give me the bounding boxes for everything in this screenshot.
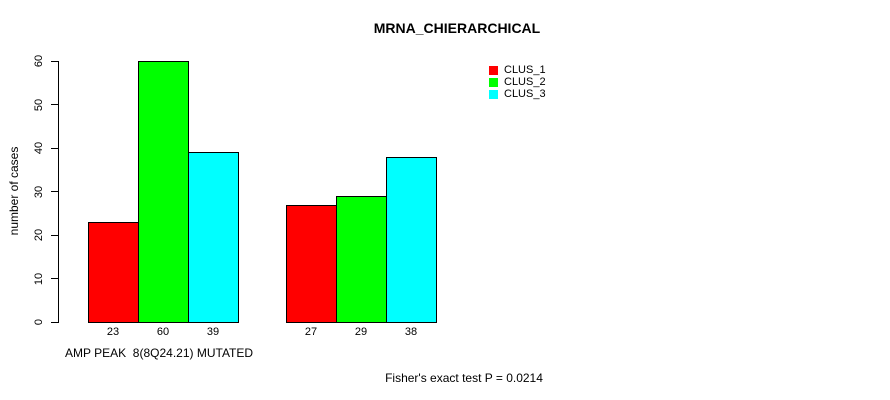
bar-value-label: 60 xyxy=(156,326,170,338)
y-axis-tick-label: 20 xyxy=(33,228,45,242)
bar-clus-1-group1 xyxy=(88,222,139,323)
legend-key-clus-2-icon xyxy=(489,78,498,87)
y-axis-tick xyxy=(51,104,59,105)
fisher-test-annotation: Fisher's exact test P = 0.0214 xyxy=(385,371,543,385)
y-axis-line xyxy=(58,61,59,323)
y-axis-tick xyxy=(51,60,59,62)
y-axis-tick-label: 10 xyxy=(33,272,45,285)
bar-clus-3-group1 xyxy=(188,152,239,323)
y-axis-tick xyxy=(51,147,59,149)
bar-clus-3-group2 xyxy=(386,157,437,323)
y-axis-tick xyxy=(51,278,59,279)
legend-label-clus-1: CLUS_1 xyxy=(504,64,546,76)
bar-value-label: 38 xyxy=(404,326,418,338)
bar-value-label: 23 xyxy=(106,326,120,338)
y-axis-tick-label: 60 xyxy=(33,54,45,68)
chart-title: MRNA_CHIERARCHICAL xyxy=(373,20,541,36)
bar-clus-1-group2 xyxy=(286,205,337,323)
bar-clus-2-group1 xyxy=(138,61,189,323)
bar-value-label: 27 xyxy=(304,326,318,338)
x-axis-label: AMP PEAK 8(8Q24.21) MUTATED xyxy=(65,346,254,360)
y-axis-tick xyxy=(51,191,59,192)
y-axis-tick-label: 0 xyxy=(33,318,45,326)
y-axis-title: number of cases xyxy=(7,146,21,236)
y-axis-tick-label: 50 xyxy=(33,98,45,111)
y-axis-tick-label: 30 xyxy=(33,185,45,198)
legend-key-clus-1-icon xyxy=(489,66,498,75)
bar-clus-2-group2 xyxy=(336,196,387,323)
legend-label-clus-2: CLUS_2 xyxy=(504,76,546,88)
legend-key-clus-3-icon xyxy=(489,90,498,99)
bar-value-label: 39 xyxy=(206,326,220,338)
legend-label-clus-3: CLUS_3 xyxy=(504,88,546,100)
y-axis-tick-label: 40 xyxy=(33,141,45,155)
bar-value-label: 29 xyxy=(354,326,368,338)
y-axis-tick xyxy=(51,234,59,236)
y-axis-tick xyxy=(51,321,59,323)
